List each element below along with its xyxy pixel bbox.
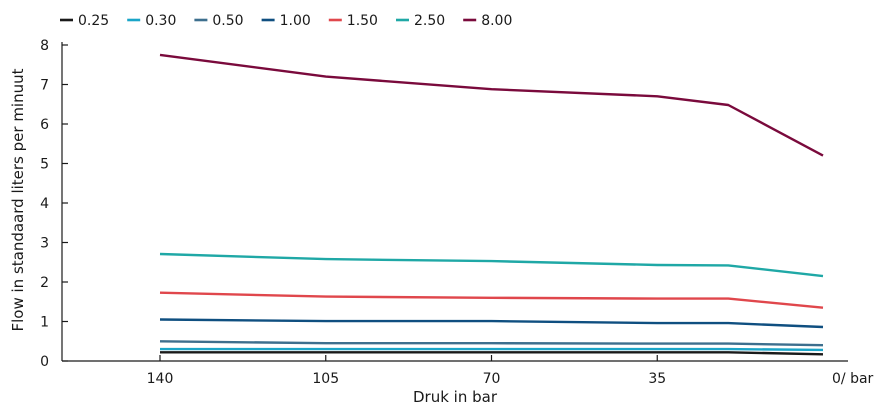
legend-label: 1.50: [347, 13, 378, 29]
legend-item: 0.30: [127, 13, 176, 29]
y-tick-label: 1: [40, 315, 49, 331]
legend-item: 2.50: [396, 13, 445, 29]
y-tick-label: 5: [40, 157, 49, 173]
legend-label: 0.25: [78, 13, 109, 29]
x-tick-label: 35: [648, 371, 666, 387]
x-axis-unit-label: 0/ bar: [832, 371, 874, 387]
series-line-0.25: [160, 351, 824, 356]
series-line-0.50: [159, 340, 824, 347]
x-axis-ticks: 140 105 70 35: [147, 355, 666, 387]
legend-item: 1.50: [328, 13, 378, 29]
y-tick-label: 7: [40, 78, 49, 94]
series-line-2.50: [159, 252, 824, 278]
legend-label: 0.30: [145, 13, 176, 29]
y-tick-label: 4: [40, 196, 49, 212]
legend-label: 2.50: [414, 13, 445, 29]
x-axis-label: Druk in bar: [413, 388, 498, 406]
legend-item: 8.00: [463, 13, 512, 29]
series-line-0.30: [160, 347, 824, 352]
x-tick-label: 105: [312, 371, 339, 387]
legend-label: 1.00: [280, 13, 311, 29]
legend-label: 8.00: [481, 13, 512, 29]
series-line-8.00: [159, 53, 824, 157]
legend-label: 0.50: [212, 13, 243, 29]
y-tick-label: 0: [40, 354, 49, 370]
legend: 0.25 0.30 0.50 1.00 1.50 2.50 8.00: [60, 13, 512, 29]
x-tick-label: 70: [483, 371, 501, 387]
legend-item: 0.50: [194, 13, 244, 29]
series-line-1.00: [159, 318, 824, 329]
x-tick-label: 140: [147, 371, 174, 387]
y-axis-label: Flow in standaard liters per minuut: [9, 68, 27, 331]
y-tick-label: 6: [40, 117, 49, 133]
series-lines: [159, 53, 824, 356]
series-line-1.50: [159, 291, 824, 309]
y-tick-label: 3: [40, 236, 49, 252]
legend-item: 1.00: [261, 13, 311, 29]
y-axis-ticks: 0 1 2 3 4 5 6 7 8: [40, 38, 68, 370]
legend-item: 0.25: [60, 13, 109, 29]
y-tick-label: 8: [40, 38, 49, 54]
y-tick-label: 2: [40, 275, 49, 291]
